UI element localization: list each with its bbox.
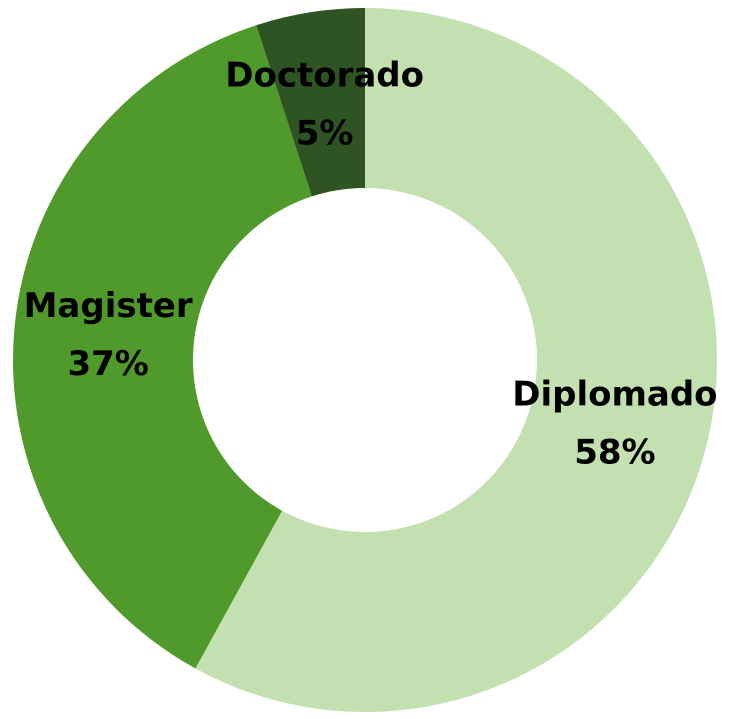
donut-slice [256, 8, 365, 197]
value-label: 5% [296, 114, 354, 154]
category-label: Diplomado [512, 375, 717, 415]
category-label: Magister [24, 286, 193, 326]
donut-slice [195, 8, 717, 712]
value-label: 58% [574, 433, 655, 473]
category-label: Doctorado [225, 56, 424, 96]
value-label: 37% [67, 344, 148, 384]
donut-slice [12, 25, 312, 669]
